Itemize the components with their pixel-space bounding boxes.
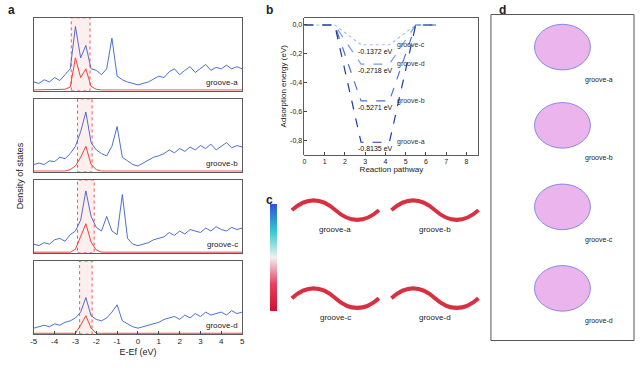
svg-text:b: b <box>266 3 273 17</box>
svg-text:6: 6 <box>424 158 428 165</box>
svg-text:-3: -3 <box>72 337 80 346</box>
svg-text:groove-a: groove-a <box>397 138 425 146</box>
svg-text:groove-d: groove-d <box>419 313 451 322</box>
svg-text:8: 8 <box>464 158 468 165</box>
svg-text:groove-d: groove-d <box>397 60 425 68</box>
svg-text:-0.5271 eV: -0.5271 eV <box>358 104 393 111</box>
svg-text:2: 2 <box>177 337 182 346</box>
svg-text:groove-b: groove-b <box>585 154 613 162</box>
svg-text:E-Ef (eV): E-Ef (eV) <box>119 347 156 357</box>
svg-text:3: 3 <box>198 337 203 346</box>
svg-text:-0.1372 eV: -0.1372 eV <box>358 48 393 55</box>
svg-text:1: 1 <box>323 158 327 165</box>
svg-text:-5: -5 <box>30 337 38 346</box>
svg-text:Reaction pathway: Reaction pathway <box>360 165 424 174</box>
svg-text:7: 7 <box>444 158 448 165</box>
svg-text:1: 1 <box>157 337 162 346</box>
svg-text:Adsorption energy (eV): Adsorption energy (eV) <box>279 45 288 128</box>
svg-text:groove-a: groove-a <box>585 76 613 84</box>
svg-text:-0,4: -0,4 <box>290 79 302 86</box>
svg-text:-2: -2 <box>93 337 101 346</box>
svg-text:0,0: 0,0 <box>292 21 302 28</box>
svg-text:-0,2: -0,2 <box>290 50 302 57</box>
svg-text:groove-b: groove-b <box>419 225 451 234</box>
svg-text:-0,6: -0,6 <box>290 108 302 115</box>
svg-text:groove-a: groove-a <box>319 225 351 234</box>
svg-text:2: 2 <box>343 158 347 165</box>
svg-text:0: 0 <box>136 337 141 346</box>
svg-text:-0.8135 eV: -0.8135 eV <box>358 145 393 152</box>
svg-text:c: c <box>266 193 273 207</box>
svg-text:-4: -4 <box>51 337 59 346</box>
svg-text:5: 5 <box>240 337 245 346</box>
svg-text:d: d <box>499 3 506 17</box>
svg-text:groove-c: groove-c <box>397 41 425 49</box>
svg-text:Density of states: Density of states <box>15 142 25 209</box>
svg-text:-1: -1 <box>114 337 122 346</box>
svg-text:4: 4 <box>383 158 387 165</box>
svg-text:a: a <box>8 3 15 17</box>
svg-text:5: 5 <box>404 158 408 165</box>
svg-text:groove-c: groove-c <box>585 236 613 244</box>
svg-text:groove-c: groove-c <box>320 313 351 322</box>
svg-text:0: 0 <box>302 158 306 165</box>
svg-text:groove-d: groove-d <box>585 317 613 325</box>
svg-text:groove-b: groove-b <box>397 97 425 105</box>
svg-text:-0.2718 eV: -0.2718 eV <box>358 67 393 74</box>
svg-text:groove-c: groove-c <box>207 240 238 249</box>
svg-text:groove-a: groove-a <box>206 78 238 87</box>
svg-text:3: 3 <box>363 158 367 165</box>
svg-text:groove-b: groove-b <box>206 159 238 168</box>
svg-text:-0,8: -0,8 <box>290 137 302 144</box>
svg-text:4: 4 <box>219 337 224 346</box>
svg-text:groove-d: groove-d <box>206 321 238 330</box>
